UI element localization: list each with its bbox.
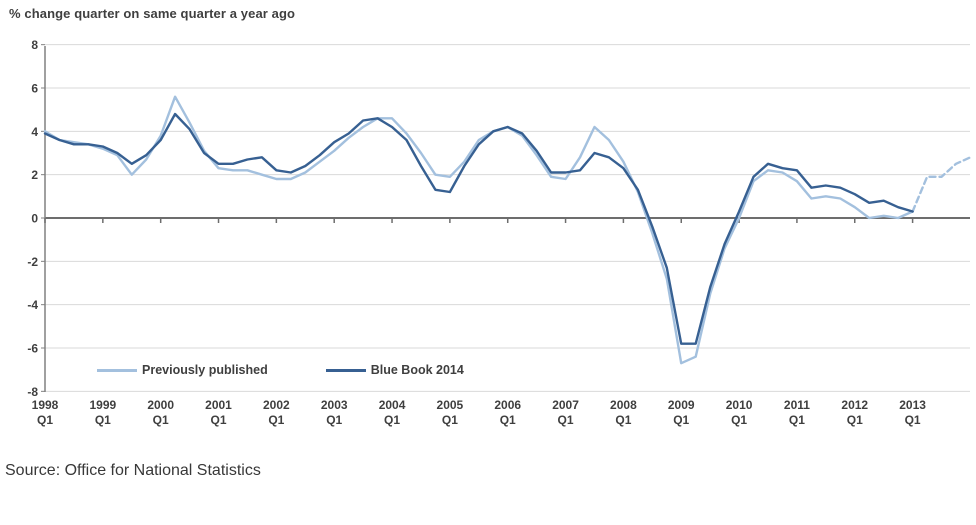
y-axis-label: 0 <box>31 212 38 226</box>
x-axis-quarter-label: Q1 <box>615 413 631 427</box>
x-axis-quarter-label: Q1 <box>95 413 111 427</box>
y-axis-label: -8 <box>27 385 38 399</box>
line-chart: 86420-2-4-6-81998Q11999Q12000Q12001Q1200… <box>27 38 972 427</box>
legend-item-previously-published: Previously published <box>97 363 268 377</box>
legend-label-previously-published: Previously published <box>142 363 268 377</box>
x-axis-year-label: 1998 <box>32 398 59 412</box>
y-axis-label: 8 <box>31 38 38 52</box>
x-axis-year-label: 2002 <box>263 398 290 412</box>
y-axis-label: 4 <box>31 125 38 139</box>
x-axis-year-label: 2009 <box>668 398 695 412</box>
x-axis-quarter-label: Q1 <box>731 413 747 427</box>
x-axis-quarter-label: Q1 <box>384 413 400 427</box>
x-axis-quarter-label: Q1 <box>905 413 921 427</box>
y-axis-label: -2 <box>27 255 38 269</box>
x-axis-quarter-label: Q1 <box>789 413 805 427</box>
y-axis-label: 2 <box>31 168 38 182</box>
x-axis-quarter-label: Q1 <box>847 413 863 427</box>
x-axis-year-label: 2008 <box>610 398 637 412</box>
x-axis-quarter-label: Q1 <box>673 413 689 427</box>
x-axis-quarter-label: Q1 <box>500 413 516 427</box>
x-axis-year-label: 2003 <box>321 398 348 412</box>
x-axis-quarter-label: Q1 <box>442 413 458 427</box>
x-axis-quarter-label: Q1 <box>558 413 574 427</box>
x-axis-year-label: 2010 <box>726 398 753 412</box>
x-axis-quarter-label: Q1 <box>326 413 342 427</box>
legend-label-blue-book-2014: Blue Book 2014 <box>370 363 464 377</box>
x-axis-quarter-label: Q1 <box>153 413 169 427</box>
legend-item-blue-book-2014: Blue Book 2014 <box>325 363 464 377</box>
x-axis-year-label: 2013 <box>899 398 926 412</box>
source-caption: Source: Office for National Statistics <box>5 462 261 479</box>
series-line-previously-published <box>43 95 914 365</box>
x-axis-quarter-label: Q1 <box>37 413 53 427</box>
series-line-previously-published-dashed-projection <box>911 156 972 213</box>
x-axis-year-label: 2004 <box>379 398 406 412</box>
y-axis-label: -4 <box>27 298 38 312</box>
legend-line-sample-dark <box>325 368 366 372</box>
x-axis-year-label: 2012 <box>841 398 868 412</box>
x-axis-year-label: 2007 <box>552 398 579 412</box>
chart-legend: Previously published Blue Book 2014 <box>97 363 464 377</box>
x-axis-quarter-label: Q1 <box>268 413 284 427</box>
series-line-blue-book-2014 <box>43 112 914 345</box>
x-axis-year-label: 2005 <box>437 398 464 412</box>
x-axis-year-label: 1999 <box>89 398 116 412</box>
y-axis-label: 6 <box>31 81 38 95</box>
x-axis-year-label: 2011 <box>784 398 810 412</box>
x-axis-quarter-label: Q1 <box>211 413 227 427</box>
x-axis-year-label: 2006 <box>494 398 521 412</box>
chart-title: % change quarter on same quarter a year … <box>9 6 296 21</box>
x-axis-year-label: 2000 <box>147 398 174 412</box>
y-axis-label: -6 <box>27 342 38 356</box>
legend-line-sample-light <box>97 368 137 372</box>
x-axis-year-label: 2001 <box>205 398 232 412</box>
